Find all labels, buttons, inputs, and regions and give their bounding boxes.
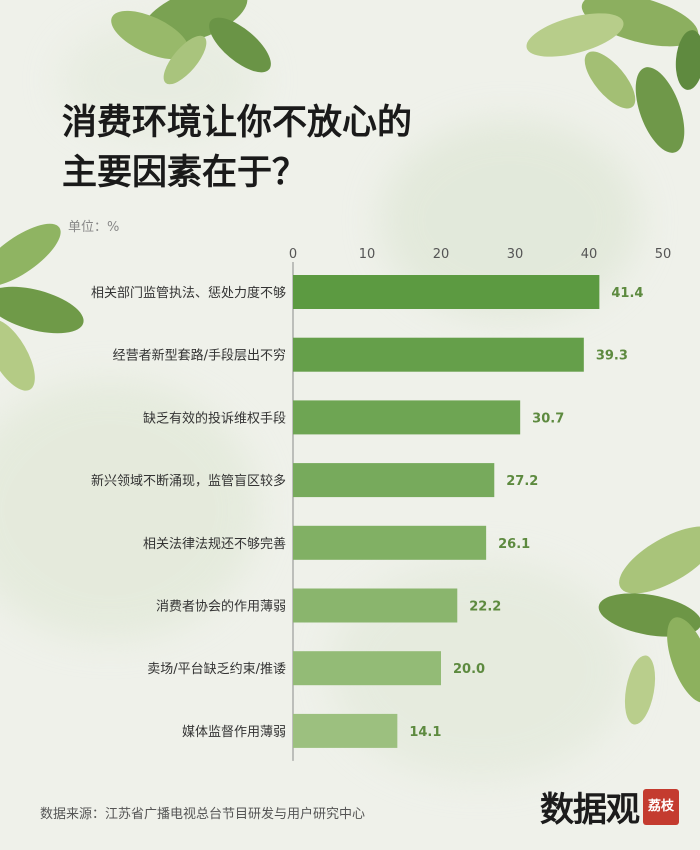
category-label: 消费者协会的作用薄弱 — [156, 599, 286, 615]
data-label: 20.0 — [453, 662, 485, 677]
x-tick-label: 20 — [433, 247, 450, 262]
category-label: 卖场/平台缺乏约束/推诿 — [147, 662, 286, 677]
data-label: 30.7 — [532, 411, 564, 426]
bar — [293, 463, 495, 498]
bar — [293, 651, 441, 686]
data-label: 22.2 — [469, 600, 501, 615]
brand-seal-icon: 荔枝 — [643, 788, 679, 825]
data-label: 41.4 — [611, 286, 643, 301]
x-tick-label: 10 — [359, 247, 376, 262]
title-line-2: 主要因素在于？ — [62, 153, 308, 193]
leaf-cluster-bottom-right-icon — [598, 526, 700, 725]
data-label: 26.1 — [498, 537, 530, 552]
title-line-1: 消费环境让你不放心的 — [62, 103, 413, 143]
category-label: 相关法律法规还不够完善 — [143, 536, 286, 552]
bar — [293, 275, 600, 309]
category-label: 新兴领域不断涌现，监管盲区较多 — [91, 473, 286, 489]
x-tick-label: 40 — [581, 247, 598, 262]
bar — [293, 713, 398, 748]
x-tick-label: 50 — [655, 247, 672, 262]
x-tick-label: 30 — [507, 247, 524, 262]
bar — [293, 337, 584, 372]
leaf-cluster-top-right-icon — [526, 0, 700, 153]
bar-chart: 0 10 20 30 40 50 相关部门监管执法、惩处力度不够 41.4 经营者新型套路/手段… — [91, 247, 672, 761]
data-label: 39.3 — [596, 349, 628, 364]
bar — [293, 588, 458, 623]
page-title: 消费环境让你不放心的 主要因素在于？ — [62, 98, 412, 198]
x-tick-label: 0 — [289, 247, 297, 262]
brand-name: 数据观 — [540, 790, 640, 830]
brand-logo: 数据观 荔枝 — [540, 782, 679, 831]
leaf-cluster-left-icon — [0, 223, 84, 391]
category-label: 相关部门监管执法、惩处力度不够 — [91, 285, 286, 301]
bar — [293, 400, 521, 435]
leaf-cluster-top-center-icon — [111, 0, 271, 85]
unit-label: 单位：% — [68, 220, 120, 235]
source-note: 数据来源：江苏省广播电视总台节目研发与用户研究中心 — [40, 807, 366, 822]
category-label: 媒体监督作用薄弱 — [182, 725, 286, 740]
bar — [293, 525, 487, 560]
category-label: 缺乏有效的投诉维权手段 — [143, 410, 286, 426]
data-label: 14.1 — [409, 725, 441, 740]
category-label: 经营者新型套路/手段层出不穷 — [113, 348, 286, 364]
data-label: 27.2 — [506, 474, 538, 489]
